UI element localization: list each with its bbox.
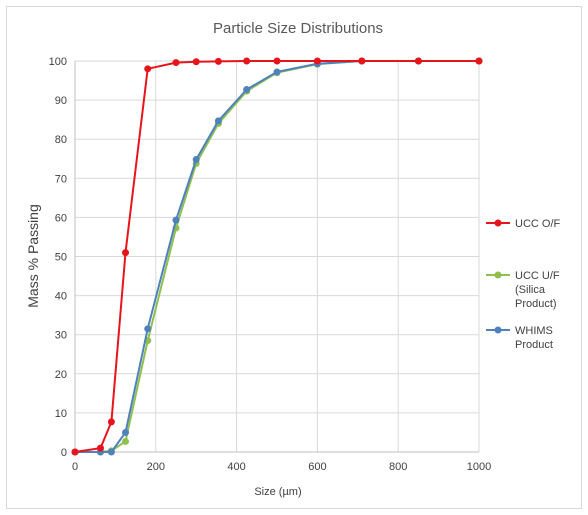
- x-tick-labels: 0 200 400 600 800 1000: [72, 461, 491, 473]
- data-point: [96, 444, 104, 452]
- chart-frame: [6, 6, 582, 509]
- y-axis-label: Mass % Passing: [25, 204, 41, 307]
- y-tick-labels: 0 10 20 30 40 50 60 70 80 90 100: [49, 56, 67, 459]
- data-point: [122, 249, 129, 257]
- data-point: [214, 57, 222, 65]
- data-point: [122, 428, 129, 436]
- y-tick-label: 70: [55, 173, 67, 185]
- data-point: [172, 216, 180, 224]
- data-point: [107, 448, 115, 456]
- data-point: [243, 57, 251, 65]
- data-point: [273, 68, 281, 76]
- legend-swatch-marker: [494, 271, 502, 279]
- data-point: [214, 117, 222, 125]
- data-point: [107, 418, 115, 426]
- y-tick-label: 40: [55, 291, 67, 303]
- y-tick-label: 30: [55, 330, 67, 342]
- data-point: [475, 57, 483, 65]
- series-line: [74, 60, 479, 453]
- data-point: [71, 448, 79, 456]
- x-tick-label: 1000: [467, 461, 491, 473]
- x-tick-label: 600: [308, 461, 326, 473]
- data-point: [192, 58, 200, 66]
- legend-label: UCC U/F: [515, 270, 560, 282]
- data-point: [144, 325, 152, 333]
- legend-label: (Silica: [515, 284, 546, 296]
- data-point: [358, 57, 366, 65]
- legend-entry-2: WHIMS Product: [486, 325, 553, 351]
- legend-swatch-marker: [494, 219, 502, 227]
- legend: UCC O/F UCC U/F (Silica Product) WHIMS Produc…: [486, 218, 561, 351]
- x-tick-label: 400: [227, 461, 245, 473]
- data-series: [71, 57, 483, 456]
- data-point: [243, 86, 251, 94]
- data-point: [414, 57, 422, 65]
- y-tick-label: 80: [55, 134, 67, 146]
- chart-title: Particle Size Distributions: [213, 20, 383, 37]
- y-tick-label: 100: [49, 56, 67, 68]
- y-tick-label: 60: [55, 212, 67, 224]
- data-point: [192, 156, 200, 164]
- legend-swatch-marker: [494, 326, 502, 334]
- data-point: [172, 59, 180, 67]
- legend-entry-1: UCC U/F (Silica Product): [486, 270, 560, 310]
- series-0: [71, 57, 483, 456]
- y-tick-label: 20: [55, 369, 67, 381]
- legend-entry-0: UCC O/F: [486, 218, 561, 230]
- y-tick-label: 90: [55, 95, 67, 107]
- x-tick-label: 800: [389, 461, 407, 473]
- data-point: [144, 65, 152, 73]
- data-point: [313, 57, 321, 65]
- legend-label: Product): [515, 298, 557, 310]
- y-tick-label: 0: [61, 447, 67, 459]
- legend-label: WHIMS: [515, 325, 553, 337]
- x-tick-label: 0: [72, 461, 78, 473]
- data-point: [122, 437, 129, 445]
- x-axis-label: Size (µm): [254, 486, 301, 498]
- y-tick-label: 50: [55, 252, 67, 264]
- legend-label: UCC O/F: [515, 218, 561, 230]
- legend-label: Product: [515, 339, 553, 351]
- data-point: [273, 57, 281, 65]
- x-tick-label: 200: [147, 461, 165, 473]
- axes: [74, 61, 479, 453]
- y-tick-label: 10: [55, 408, 67, 420]
